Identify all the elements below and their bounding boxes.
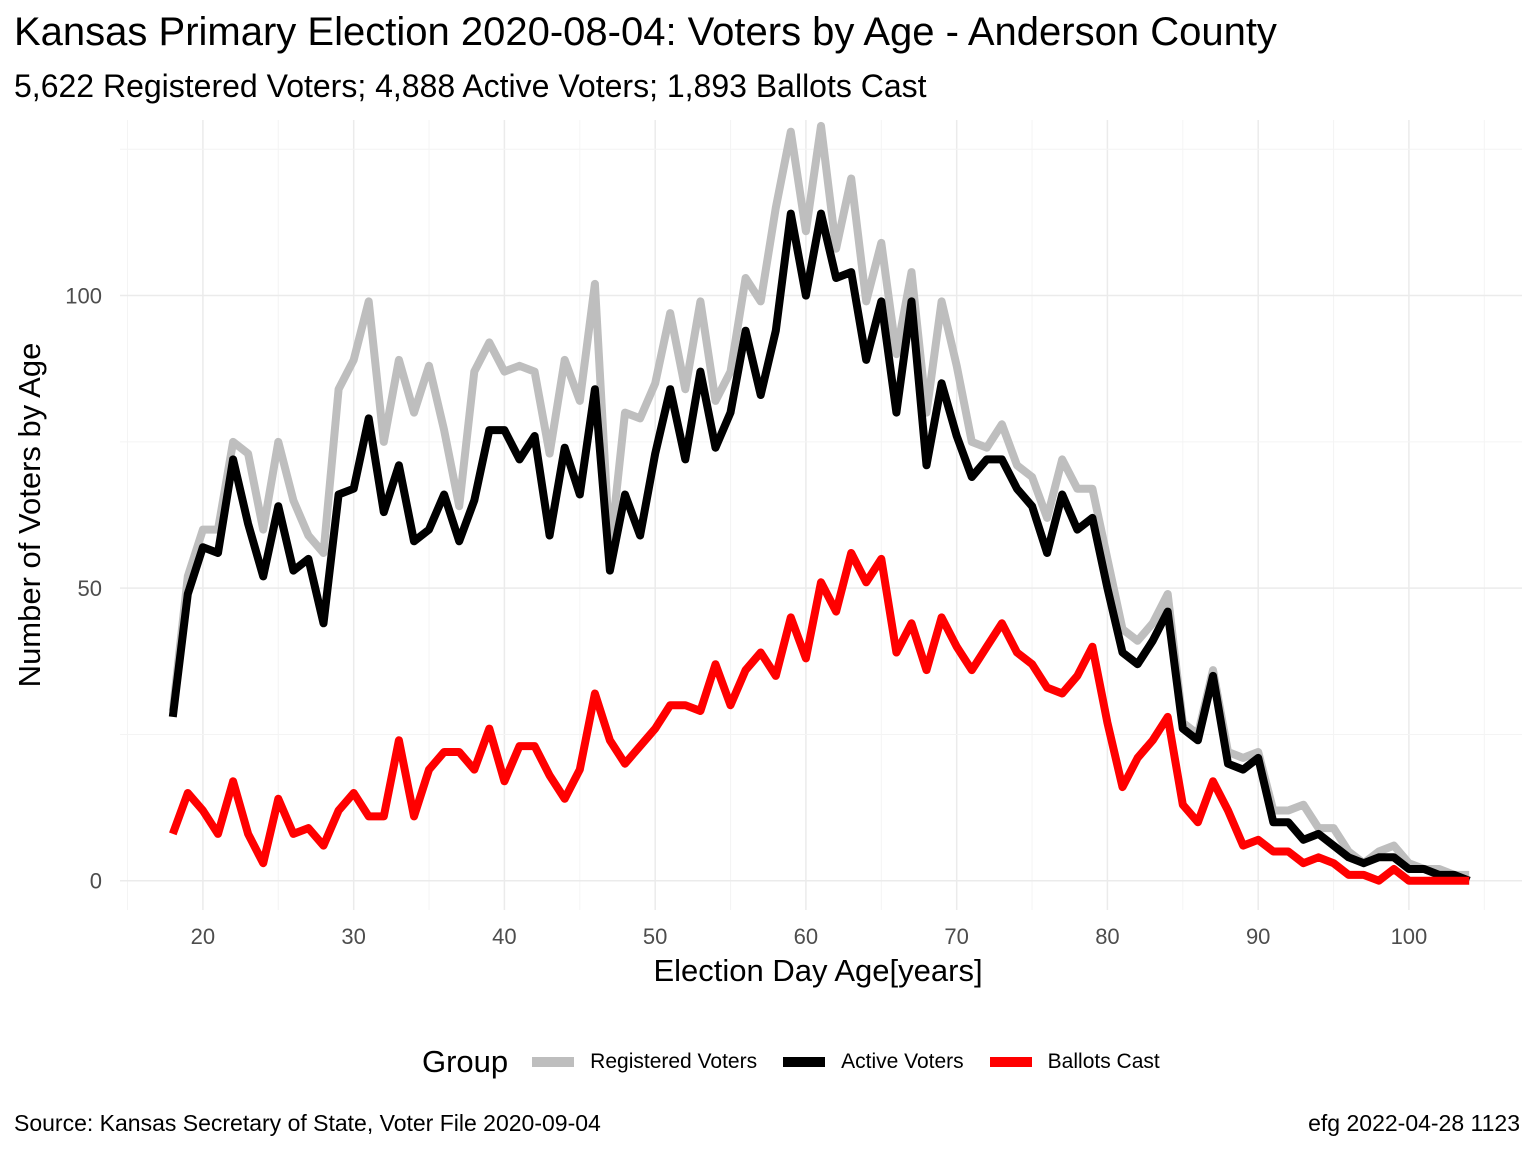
series-lines <box>168 121 1471 885</box>
source-note: Source: Kansas Secretary of State, Voter… <box>14 1110 601 1136</box>
chart-title: Kansas Primary Election 2020-08-04: Vote… <box>14 10 1277 54</box>
x-tick-label: 100 <box>1391 924 1428 949</box>
series-line-registered-voters <box>168 121 1470 879</box>
y-tick-label: 0 <box>90 869 102 894</box>
x-tick-label: 20 <box>191 924 215 949</box>
legend-label-registered: Registered Voters <box>590 1050 758 1073</box>
x-axis-label: Election Day Age[years] <box>653 953 983 988</box>
x-tick-label: 80 <box>1095 924 1119 949</box>
legend-label-active: Active Voters <box>841 1050 964 1073</box>
y-tick-label: 100 <box>65 284 102 309</box>
x-tick-label: 30 <box>341 924 365 949</box>
x-tick-label: 50 <box>643 924 667 949</box>
x-tick-label: 70 <box>944 924 968 949</box>
y-axis-label: Number of Voters by Age <box>12 342 47 688</box>
legend-key-registered <box>532 1057 575 1067</box>
x-tick-label: 90 <box>1246 924 1270 949</box>
y-tick-label: 50 <box>78 576 102 601</box>
x-tick-label: 40 <box>492 924 516 949</box>
series-line-ballots-cast <box>169 549 1470 885</box>
chart-subtitle: 5,622 Registered Voters; 4,888 Active Vo… <box>14 68 927 104</box>
legend-key-ballots <box>989 1057 1032 1067</box>
legend-item-active: Active Voters <box>783 1050 964 1074</box>
x-tick-label: 60 <box>794 924 818 949</box>
legend-item-registered: Registered Voters <box>532 1050 757 1074</box>
legend-label-ballots: Ballots Cast <box>1047 1050 1160 1073</box>
credit-note: efg 2022-04-28 1123 <box>1308 1110 1520 1136</box>
series-line-active-voters <box>168 209 1471 885</box>
legend-item-ballots: Ballots Cast <box>989 1050 1160 1074</box>
legend-title: Group <box>422 1044 509 1079</box>
legend: Group Registered Voters Active Voters Ba… <box>422 1040 1186 1084</box>
legend-key-active <box>783 1057 826 1067</box>
axis-ticks: 20 30 40 50 60 70 80 90 100 0 50 100 <box>65 284 1427 949</box>
